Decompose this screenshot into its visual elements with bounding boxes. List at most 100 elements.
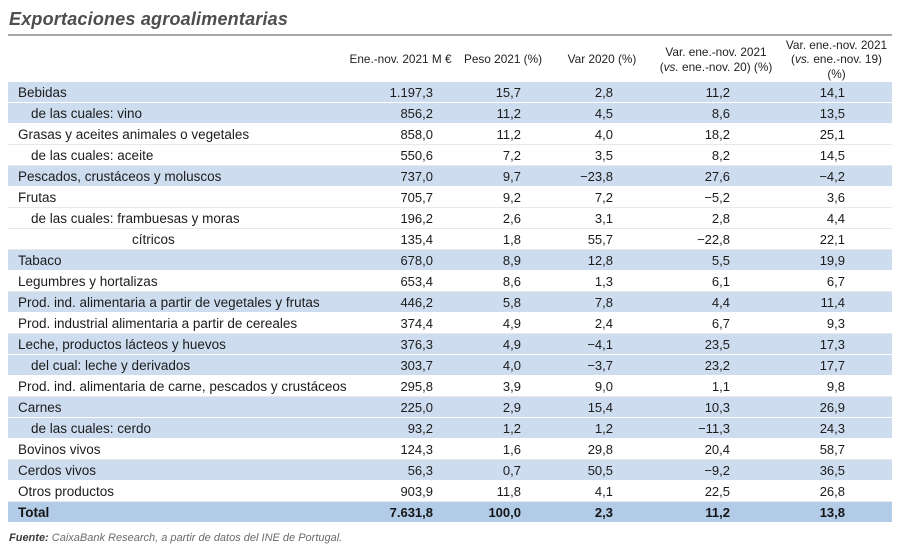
cell-peso: 11,2 bbox=[496, 126, 521, 142]
header-col-peso: Peso 2021 (%) bbox=[463, 52, 543, 67]
source-label: Fuente: bbox=[9, 532, 49, 545]
table-body: Bebidas 1.197,3 15,7 2,8 11,2 14,1 de la… bbox=[8, 82, 892, 523]
row-label: Tabaco bbox=[18, 252, 62, 268]
cell-peso: 4,9 bbox=[502, 336, 521, 352]
cell-var-vs20: 11,2 bbox=[705, 504, 730, 520]
row-label: Leche, productos lácteos y huevos bbox=[18, 336, 226, 352]
cell-peso: 3,9 bbox=[502, 378, 521, 394]
cell-var-2020: 1,2 bbox=[594, 420, 613, 436]
table-row: del cual: leche y derivados 303,7 4,0 −3… bbox=[8, 354, 892, 376]
cell-peso: 4,0 bbox=[502, 357, 521, 373]
row-label: Otros productos bbox=[18, 483, 115, 499]
cell-var-2020: 9,0 bbox=[594, 378, 613, 394]
cell-var-vs20: 27,6 bbox=[704, 168, 730, 184]
cell-value-me: 93,2 bbox=[407, 420, 433, 436]
row-label: Prod. ind. alimentaria a partir de veget… bbox=[18, 294, 320, 310]
cell-var-2020: 55,7 bbox=[587, 231, 613, 247]
cell-value-me: 678,0 bbox=[400, 252, 433, 268]
table-row: cítricos 135,4 1,8 55,7 −22,8 22,1 bbox=[8, 228, 892, 250]
table-row: Prod. ind. alimentaria a partir de veget… bbox=[8, 291, 892, 313]
cell-value-me: 7.631,8 bbox=[389, 504, 433, 520]
table-row: de las cuales: vino 856,2 11,2 4,5 8,6 1… bbox=[8, 102, 892, 124]
table-row: Prod. ind. alimentaria de carne, pescado… bbox=[8, 375, 892, 397]
header-row-labels bbox=[8, 36, 348, 82]
cell-value-me: 56,3 bbox=[407, 462, 433, 478]
table-row: Grasas y aceites animales o vegetales 85… bbox=[8, 123, 892, 145]
cell-var-vs19: 19,9 bbox=[819, 252, 845, 268]
row-label: de las cuales: frambuesas y moras bbox=[31, 210, 240, 226]
table-row: de las cuales: aceite 550,6 7,2 3,5 8,2 … bbox=[8, 144, 892, 166]
cell-var-vs19: 9,8 bbox=[826, 378, 845, 394]
cell-var-vs20: 20,4 bbox=[704, 441, 730, 457]
cell-value-me: 1.197,3 bbox=[389, 84, 433, 100]
cell-var-vs20: 22,5 bbox=[704, 483, 730, 499]
cell-var-vs20: 23,2 bbox=[704, 357, 730, 373]
cell-value-me: 303,7 bbox=[400, 357, 433, 373]
header-col-var-2020: Var 2020 (%) bbox=[567, 52, 637, 67]
cell-var-2020: 3,1 bbox=[594, 210, 613, 226]
cell-var-vs19: 9,3 bbox=[826, 315, 845, 331]
title-rule bbox=[8, 34, 892, 36]
cell-var-vs19: 4,4 bbox=[826, 210, 845, 226]
row-label: Frutas bbox=[18, 189, 57, 205]
cell-var-vs20: −22,8 bbox=[697, 231, 730, 247]
cell-value-me: 737,0 bbox=[400, 168, 433, 184]
table-row: de las cuales: frambuesas y moras 196,2 … bbox=[8, 207, 892, 229]
table-row: Tabaco 678,0 8,9 12,8 5,5 19,9 bbox=[8, 249, 892, 271]
cell-peso: 5,8 bbox=[502, 294, 521, 310]
cell-var-vs20: −9,2 bbox=[704, 462, 730, 478]
row-label: Prod. industrial alimentaria a partir de… bbox=[18, 315, 298, 331]
row-label: Bebidas bbox=[18, 84, 67, 100]
cell-value-me: 376,3 bbox=[400, 336, 433, 352]
cell-peso: 1,2 bbox=[502, 420, 521, 436]
table-row: de las cuales: cerdo 93,2 1,2 1,2 −11,3 … bbox=[8, 417, 892, 439]
row-label: Cerdos vivos bbox=[18, 462, 97, 478]
cell-var-2020: 3,5 bbox=[594, 147, 613, 163]
cell-var-2020: 29,8 bbox=[587, 441, 613, 457]
row-label: Carnes bbox=[18, 399, 62, 415]
header-col-value-me: Ene.-nov. 2021 M € bbox=[349, 52, 452, 67]
cell-var-vs20: 10,3 bbox=[704, 399, 730, 415]
header-col-var-vs19: Var. ene.-nov. 2021 (vs. ene.-nov. 19) (… bbox=[785, 38, 888, 81]
source-note: Fuente: CaixaBank Research, a partir de … bbox=[9, 532, 892, 545]
cell-peso: 2,6 bbox=[502, 210, 521, 226]
cell-var-vs20: 8,6 bbox=[711, 105, 730, 121]
cell-var-2020: 4,5 bbox=[594, 105, 613, 121]
cell-var-2020: 4,1 bbox=[594, 483, 613, 499]
cell-value-me: 903,9 bbox=[400, 483, 433, 499]
cell-peso: 8,6 bbox=[502, 273, 521, 289]
row-label: Total bbox=[18, 504, 50, 520]
cell-value-me: 135,4 bbox=[400, 231, 433, 247]
cell-var-vs19: −4,2 bbox=[819, 168, 845, 184]
cell-var-2020: 12,8 bbox=[587, 252, 613, 268]
cell-value-me: 550,6 bbox=[400, 147, 433, 163]
cell-var-vs19: 26,8 bbox=[819, 483, 845, 499]
table-row: Prod. industrial alimentaria a partir de… bbox=[8, 312, 892, 334]
cell-var-2020: −4,1 bbox=[587, 336, 613, 352]
cell-var-vs20: 4,4 bbox=[711, 294, 730, 310]
cell-var-vs20: 5,5 bbox=[711, 252, 730, 268]
cell-var-vs19: 11,4 bbox=[820, 294, 845, 310]
cell-var-vs20: 1,1 bbox=[711, 378, 730, 394]
cell-var-2020: 15,4 bbox=[587, 399, 613, 415]
cell-value-me: 196,2 bbox=[400, 210, 433, 226]
cell-var-vs19: 17,7 bbox=[819, 357, 845, 373]
table-row: Legumbres y hortalizas 653,4 8,6 1,3 6,1… bbox=[8, 270, 892, 292]
cell-var-2020: −23,8 bbox=[580, 168, 613, 184]
cell-var-vs19: 25,1 bbox=[819, 126, 845, 142]
cell-peso: 1,6 bbox=[502, 441, 521, 457]
cell-peso: 4,9 bbox=[502, 315, 521, 331]
cell-peso: 7,2 bbox=[502, 147, 521, 163]
cell-var-2020: 4,0 bbox=[594, 126, 613, 142]
row-label: de las cuales: vino bbox=[31, 105, 143, 121]
cell-var-vs19: 13,8 bbox=[819, 504, 845, 520]
cell-var-vs19: 14,1 bbox=[819, 84, 845, 100]
table-row: Pescados, crustáceos y moluscos 737,0 9,… bbox=[8, 165, 892, 187]
table-row: Bebidas 1.197,3 15,7 2,8 11,2 14,1 bbox=[8, 82, 892, 103]
table-row: Otros productos 903,9 11,8 4,1 22,5 26,8 bbox=[8, 480, 892, 502]
cell-peso: 8,9 bbox=[502, 252, 521, 268]
table-row: Cerdos vivos 56,3 0,7 50,5 −9,2 36,5 bbox=[8, 459, 892, 481]
cell-var-vs20: 11,2 bbox=[705, 84, 730, 100]
cell-var-2020: 2,4 bbox=[594, 315, 613, 331]
